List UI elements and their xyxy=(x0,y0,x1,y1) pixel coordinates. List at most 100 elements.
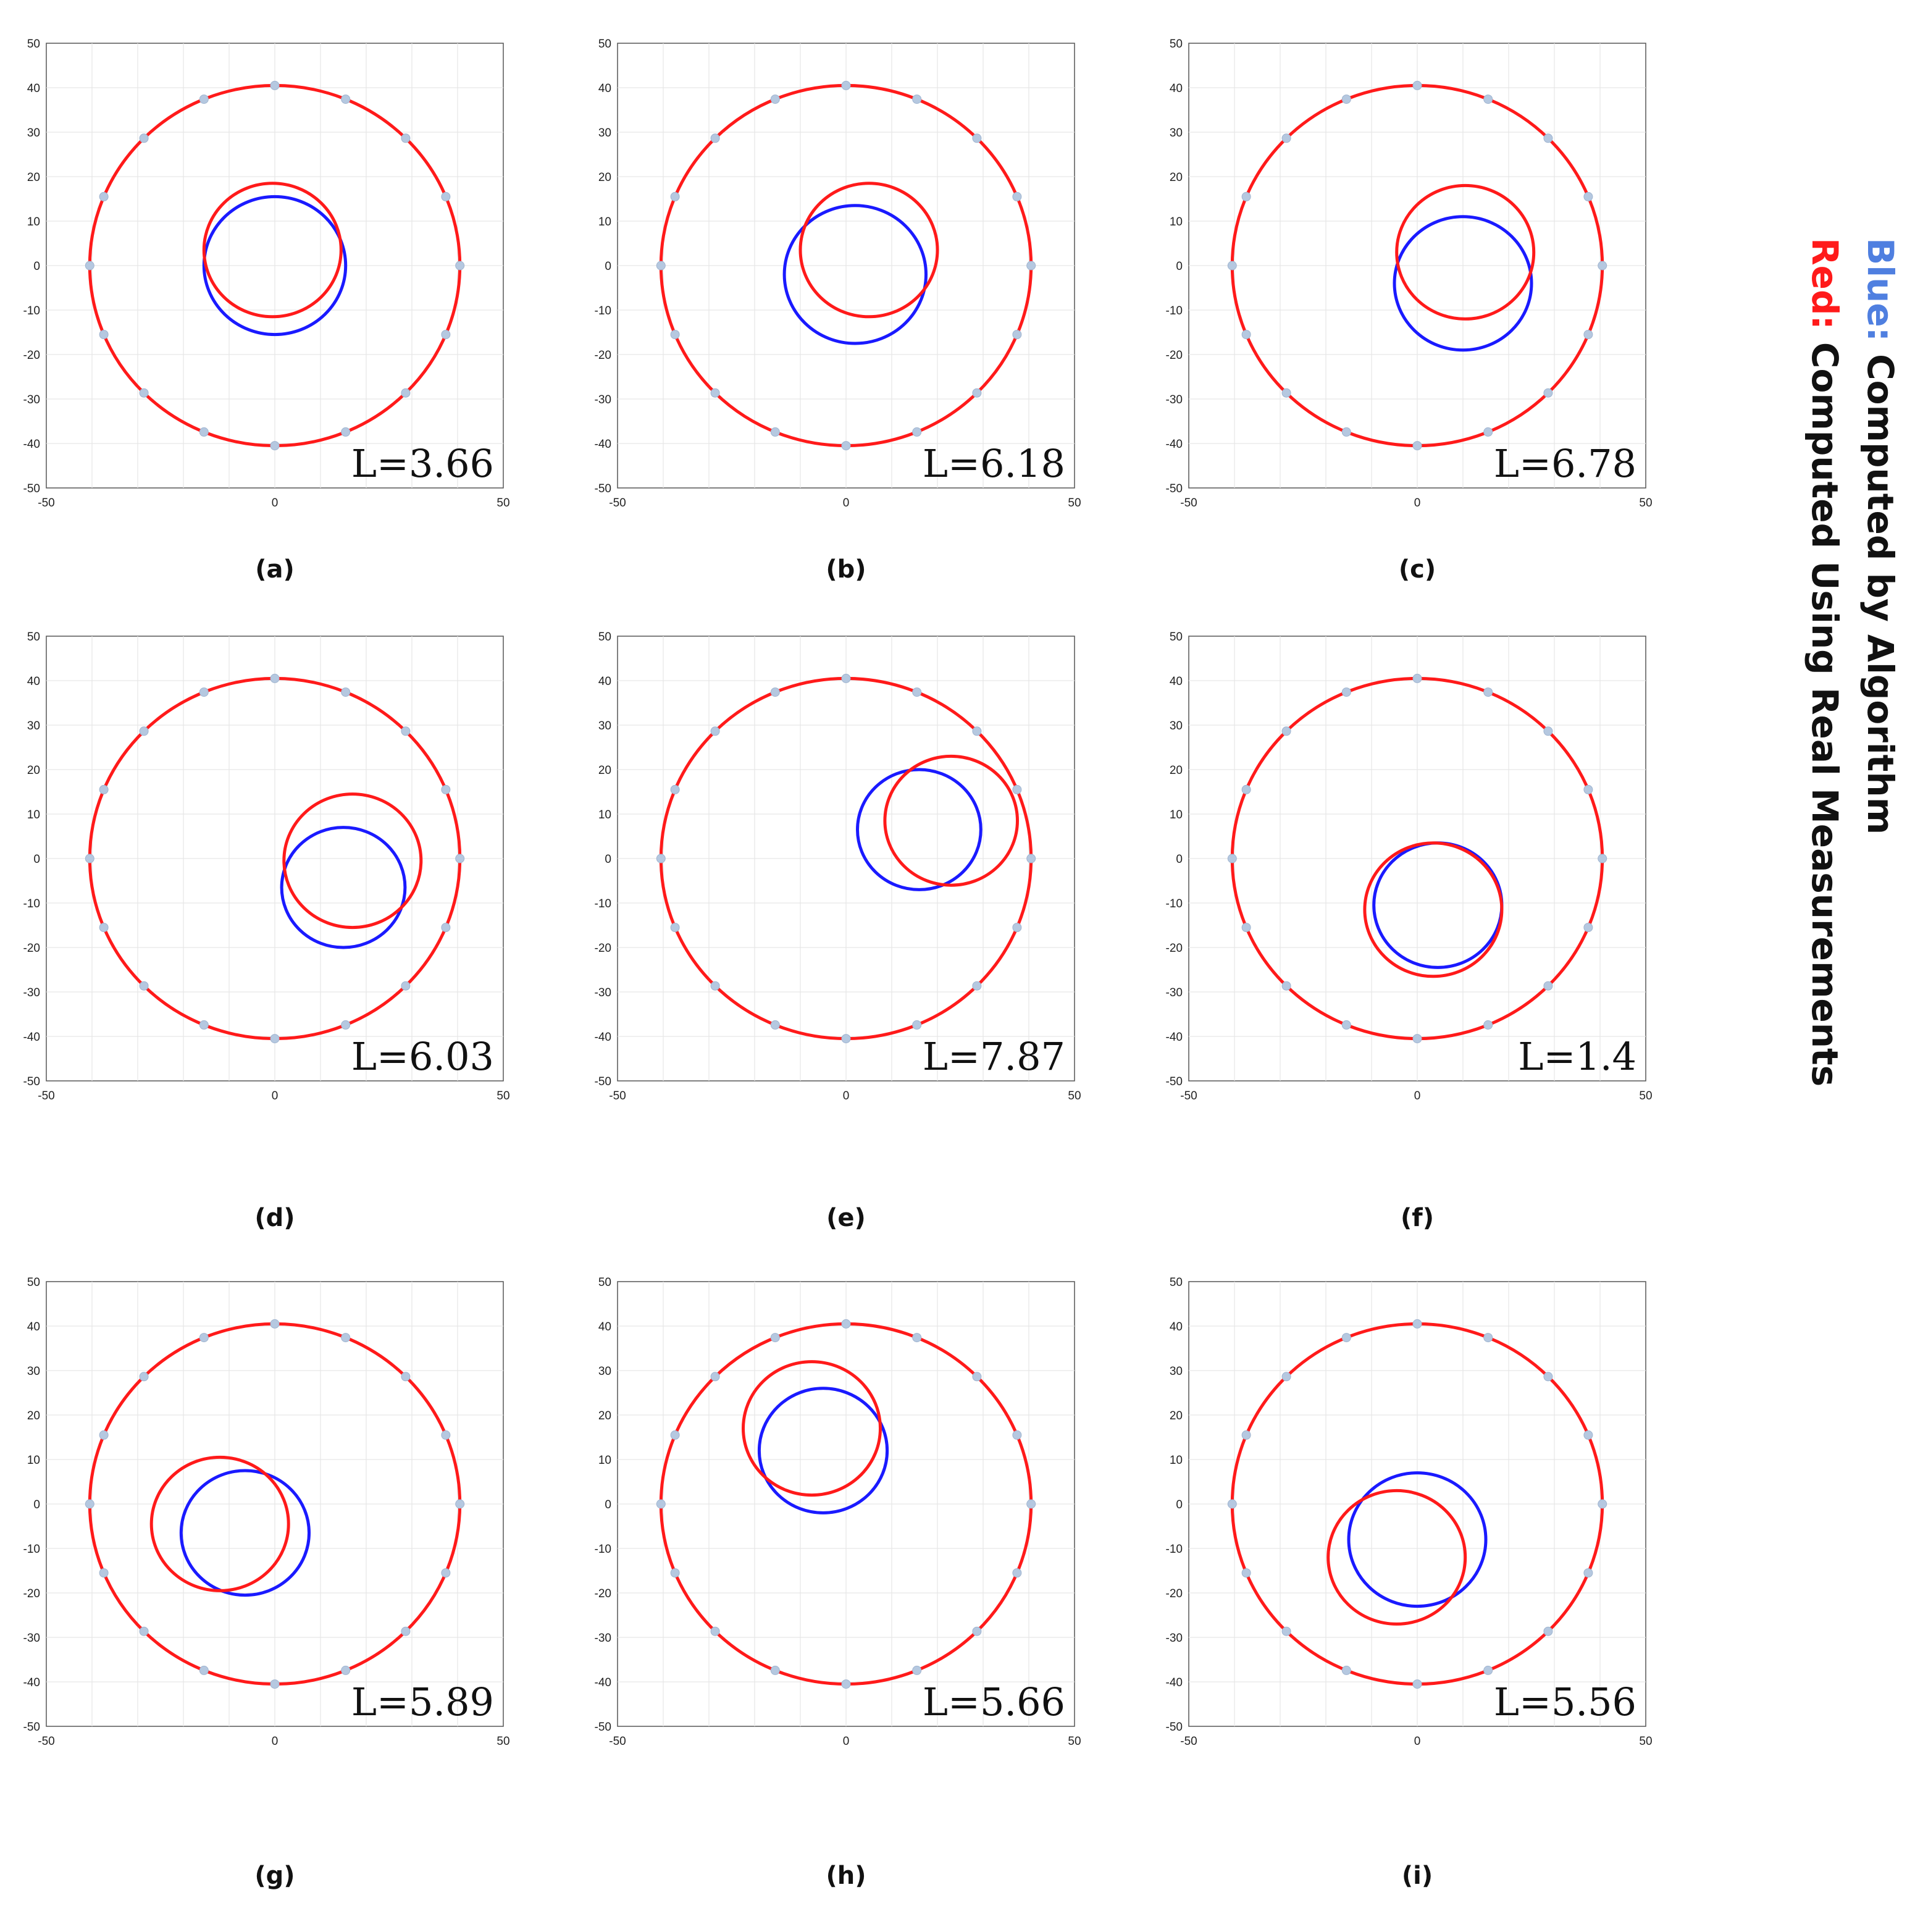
sensor-marker xyxy=(85,1499,94,1509)
sensor-marker xyxy=(670,784,680,794)
sensor-marker xyxy=(1012,923,1022,933)
y-tick-label: 10 xyxy=(1170,808,1183,821)
x-tick-label: 0 xyxy=(1414,1735,1421,1748)
y-tick-label: 0 xyxy=(33,1498,40,1511)
sensor-marker xyxy=(85,854,94,863)
measured-circle xyxy=(883,754,1019,887)
sensor-marker xyxy=(341,1020,351,1030)
x-tick-label: -50 xyxy=(609,497,626,510)
sensor-marker xyxy=(401,726,411,736)
y-tick-label: 40 xyxy=(598,675,611,688)
y-tick-label: -10 xyxy=(1166,1543,1183,1556)
y-tick-label: 30 xyxy=(598,127,611,140)
sensor-marker xyxy=(99,1568,109,1578)
sensor-marker xyxy=(99,330,109,340)
y-tick-label: 10 xyxy=(598,216,611,229)
y-tick-label: -40 xyxy=(1166,1676,1183,1689)
y-tick-label: -20 xyxy=(1166,1587,1183,1600)
sensor-marker xyxy=(1012,1430,1022,1440)
sensor-marker xyxy=(1281,388,1291,398)
sensor-marker xyxy=(441,191,451,201)
y-tick-label: 50 xyxy=(1170,1276,1183,1289)
y-tick-label: 20 xyxy=(27,1409,40,1422)
sensor-marker xyxy=(1012,1568,1022,1578)
y-tick-label: 20 xyxy=(27,764,40,777)
sensor-marker xyxy=(455,854,465,863)
y-tick-label: -40 xyxy=(595,1031,611,1044)
sensor-marker xyxy=(1598,1499,1607,1509)
sensor-marker xyxy=(99,784,109,794)
sensor-marker xyxy=(1241,191,1251,201)
sensor-marker xyxy=(1412,80,1422,90)
sensor-marker xyxy=(656,854,666,863)
y-tick-label: 40 xyxy=(598,82,611,95)
sensor-marker xyxy=(1483,427,1493,437)
subfigure-label: (d) xyxy=(254,1204,295,1232)
y-tick-label: 50 xyxy=(598,631,611,644)
algorithm-circle xyxy=(280,826,407,949)
x-tick-label: 50 xyxy=(1068,1090,1081,1102)
legend-red-text: Computed Using Real Measurements xyxy=(1804,330,1846,1087)
sensor-marker xyxy=(710,726,720,736)
sensor-marker xyxy=(270,1679,280,1689)
sensor-marker xyxy=(1012,330,1022,340)
x-tick-label: 50 xyxy=(1639,1735,1652,1748)
y-tick-label: -30 xyxy=(595,1632,611,1645)
sensor-marker xyxy=(1341,94,1351,104)
x-tick-label: 50 xyxy=(1639,497,1652,510)
sensor-marker xyxy=(1281,981,1291,991)
y-tick-label: 10 xyxy=(1170,216,1183,229)
y-tick-label: -50 xyxy=(1166,1075,1183,1088)
sensor-marker xyxy=(912,94,922,104)
y-tick-label: 30 xyxy=(27,720,40,733)
sensor-marker xyxy=(270,1319,280,1329)
y-tick-label: 30 xyxy=(598,720,611,733)
sensor-marker xyxy=(1341,1020,1351,1030)
measured-circle xyxy=(742,1360,882,1497)
y-tick-label: -10 xyxy=(1166,897,1183,910)
sensor-marker xyxy=(441,1568,451,1578)
sensor-marker xyxy=(341,1665,351,1675)
y-tick-label: 20 xyxy=(598,1409,611,1422)
y-tick-label: 20 xyxy=(598,171,611,184)
y-tick-label: 10 xyxy=(27,1454,40,1467)
y-tick-label: -50 xyxy=(1166,482,1183,495)
l-value-label: L=5.56 xyxy=(1494,1679,1636,1724)
sensor-marker xyxy=(270,80,280,90)
y-tick-label: -30 xyxy=(23,1632,40,1645)
y-tick-label: -30 xyxy=(595,393,611,406)
subfigure-label: (e) xyxy=(826,1204,866,1232)
sensor-marker xyxy=(1026,261,1036,271)
y-tick-label: -10 xyxy=(595,304,611,317)
algorithm-circle xyxy=(1393,215,1533,352)
x-tick-label: 0 xyxy=(272,497,279,510)
measured-circle xyxy=(1363,841,1504,978)
y-tick-label: 20 xyxy=(1170,764,1183,777)
sensor-marker xyxy=(1583,784,1593,794)
sensor-marker xyxy=(656,1499,666,1509)
y-tick-label: -50 xyxy=(23,1721,40,1734)
y-tick-label: 20 xyxy=(1170,171,1183,184)
sensor-marker xyxy=(912,1020,922,1030)
x-tick-label: 0 xyxy=(272,1090,279,1102)
y-tick-label: -40 xyxy=(1166,1031,1183,1044)
y-tick-label: -20 xyxy=(23,1587,40,1600)
sensor-marker xyxy=(401,388,411,398)
sensor-marker xyxy=(1543,388,1553,398)
sensor-marker xyxy=(441,330,451,340)
x-tick-label: -50 xyxy=(1180,497,1197,510)
sensor-marker xyxy=(1483,1333,1493,1343)
y-tick-label: 0 xyxy=(605,260,611,273)
l-value-label: L=3.66 xyxy=(351,441,494,486)
y-tick-label: 10 xyxy=(598,1454,611,1467)
y-tick-label: 40 xyxy=(598,1321,611,1334)
algorithm-circle xyxy=(782,204,928,345)
legend: Blue: Computed by Algorithm Red: Compute… xyxy=(1804,238,1901,1086)
sensor-marker xyxy=(1341,687,1351,697)
y-tick-label: 50 xyxy=(1170,631,1183,644)
